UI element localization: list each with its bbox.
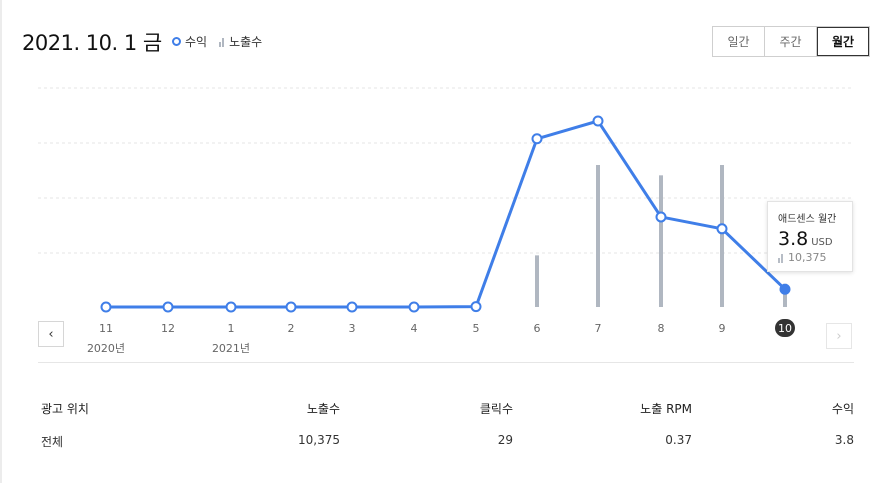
legend-label-revenue: 수익	[185, 35, 208, 49]
x-tick-label: 4	[411, 322, 418, 335]
x-tick-label: 12	[161, 322, 175, 335]
tooltip-impressions: 10,375	[778, 251, 842, 264]
table-header-row: 광고 위치 노출수 클릭수 노출 RPM 수익	[38, 400, 854, 433]
chevron-right-icon: ›	[836, 328, 842, 344]
x-tick-label: 10	[778, 322, 792, 335]
x-year-label: 2020년	[87, 342, 125, 355]
period-daily-button[interactable]: 일간	[713, 27, 765, 56]
revenue-point	[346, 301, 358, 313]
page-title: 2021. 10. 1 금	[22, 31, 162, 55]
impressions-bar	[596, 165, 600, 307]
x-tick-label: 7	[595, 322, 602, 335]
table-cell: 10,375	[298, 433, 340, 447]
impressions-bar	[783, 283, 787, 307]
revenue-point	[225, 301, 237, 313]
bar-chart-icon	[219, 37, 225, 47]
x-year-label: 2021년	[212, 342, 250, 355]
x-tick-label: 11	[99, 322, 113, 335]
chart-tooltip: 애드센스 월간 3.8 USD 10,375	[767, 201, 853, 272]
revenue-point	[470, 301, 482, 313]
revenue-line	[106, 119, 787, 309]
revenue-point	[779, 283, 791, 295]
revenue-point	[655, 211, 667, 223]
tooltip-value: 3.8	[778, 228, 809, 250]
revenue-point	[162, 301, 174, 313]
revenue-point	[285, 301, 297, 313]
table-header-cell: 노출 RPM	[640, 402, 692, 416]
tooltip-unit: USD	[811, 237, 833, 248]
tooltip-value-row: 3.8 USD	[778, 228, 842, 250]
divider	[38, 362, 854, 363]
left-edge-border	[0, 0, 2, 483]
revenue-point	[592, 115, 604, 127]
impressions-bar	[659, 175, 663, 307]
revenue-point	[408, 301, 420, 313]
x-tick-label: 2	[288, 322, 295, 335]
x-tick-label: 9	[719, 322, 726, 335]
chevron-left-icon: ‹	[48, 326, 54, 342]
x-tick-label: 5	[473, 322, 480, 335]
table-header-cell: 광고 위치	[41, 402, 89, 416]
x-tick-label: 1	[228, 322, 235, 335]
selected-tick-badge	[775, 319, 795, 337]
revenue-point	[531, 133, 543, 145]
x-tick-label: 8	[658, 322, 665, 335]
revenue-point	[100, 301, 112, 313]
table-cell: 29	[497, 433, 513, 447]
table-header-cell: 클릭수	[479, 402, 513, 416]
impressions-bar	[720, 165, 724, 307]
tooltip-title: 애드센스 월간	[778, 214, 837, 225]
impressions-bar	[535, 255, 539, 307]
x-tick-label: 6	[534, 322, 541, 335]
x-tick-label: 3	[349, 322, 356, 335]
table-header-cell: 수익	[831, 402, 854, 416]
legend-item-impressions: 노출수	[219, 33, 262, 50]
circle-marker-icon	[172, 37, 181, 46]
table-cell: 0.37	[665, 433, 692, 447]
tooltip-impressions-value: 10,375	[788, 251, 827, 264]
chart-prev-button[interactable]: ‹	[38, 321, 64, 347]
period-weekly-button[interactable]: 주간	[765, 27, 817, 56]
bar-chart-icon	[778, 253, 784, 263]
legend-label-impressions: 노출수	[229, 35, 263, 49]
revenue-point	[716, 223, 728, 235]
chart-legend: 수익 노출수	[172, 33, 274, 50]
summary-table: 광고 위치 노출수 클릭수 노출 RPM 수익 전체 10,375 29 0.3…	[38, 400, 854, 466]
legend-item-revenue: 수익	[172, 33, 207, 50]
period-toggle: 일간 주간 월간	[712, 26, 870, 57]
period-monthly-button[interactable]: 월간	[817, 27, 869, 56]
chart-next-button[interactable]: ›	[826, 323, 852, 349]
table-cell: 3.8	[834, 433, 854, 447]
table-cell: 전체	[41, 435, 64, 449]
table-header-cell: 노출수	[306, 402, 340, 416]
table-row: 전체 10,375 29 0.37 3.8	[38, 433, 854, 466]
